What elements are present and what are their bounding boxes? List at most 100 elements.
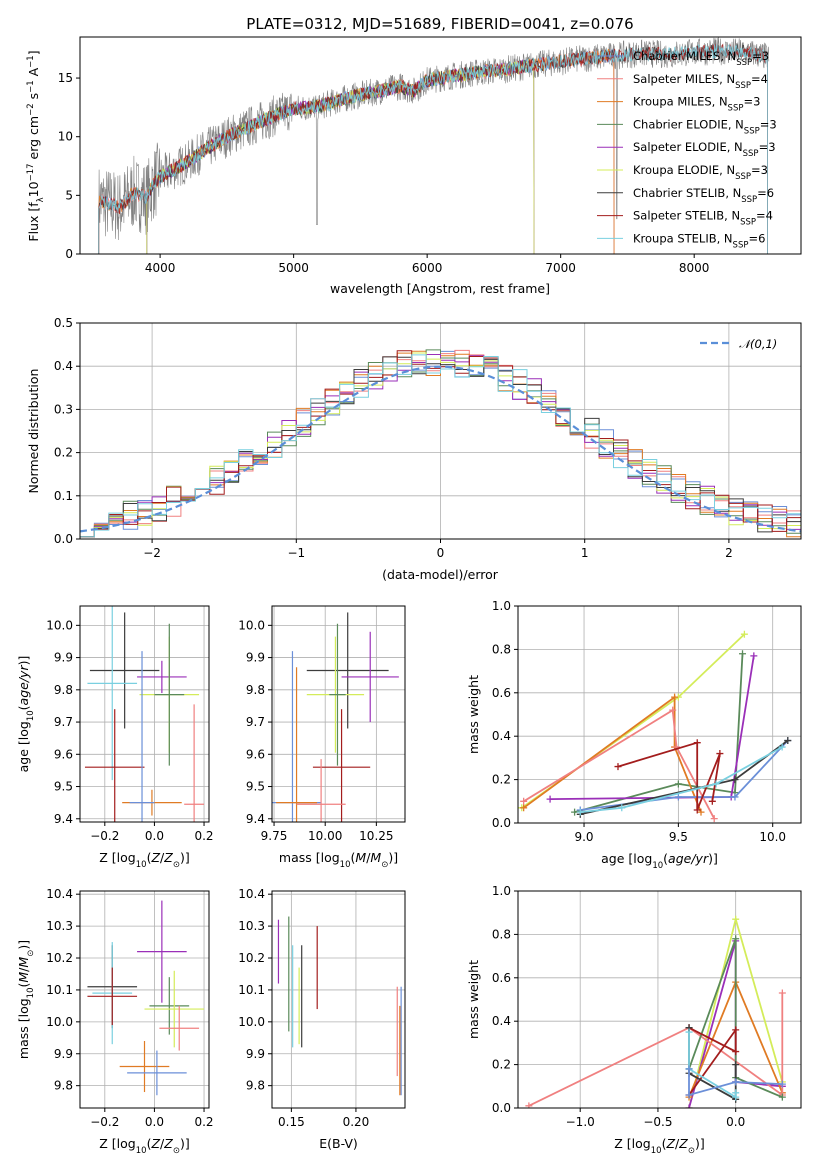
weight_vs_Z-plot <box>525 915 786 1108</box>
x-axis-label: Z [log10(Z/Z⊙)] <box>99 1136 189 1156</box>
y-tick-label: 9.6 <box>54 747 73 761</box>
weight-marker-kroupa_elodie <box>740 630 748 638</box>
mass_vs_Z-frame <box>79 890 210 1109</box>
weight-marker-salpeter_miles <box>669 706 677 714</box>
model-spectrum-chabrier_miles <box>98 48 615 254</box>
weight-marker-chabrier_miles <box>674 793 682 801</box>
y-tick-label: 10.4 <box>238 887 265 901</box>
x-tick-label: −2 <box>143 546 161 560</box>
y-tick-label: 9.4 <box>246 812 265 826</box>
weight-line-salpeter_elodie <box>550 655 755 800</box>
y-tick-label: 0.6 <box>492 686 511 700</box>
mass_vs_Z-plot <box>87 900 205 1096</box>
weight_vs_Z-frame <box>517 890 802 1109</box>
age_vs_mass-frame <box>271 605 406 823</box>
y-tick-label: 10.1 <box>238 983 265 997</box>
age_vs_Z-plot <box>84 606 205 822</box>
weight-marker-kroupa_stelib <box>618 804 626 812</box>
weight-marker-chabrier_stelib <box>784 737 792 745</box>
weight-marker-salpeter_stelib <box>716 750 724 758</box>
weight-marker-kroupa_miles <box>697 808 705 816</box>
x-tick-label: 0.15 <box>278 1115 305 1129</box>
spectrum-frame <box>79 36 802 255</box>
legend-entry-salpeter_miles: Salpeter MILES, NSSP=4 <box>633 72 768 91</box>
mass_vs_Z-axes: −0.2 0.0 0.2 9.8 9.9 10.0 10.1 10.2 10.3 10.4 Z [l… <box>16 887 214 1156</box>
weight-marker-kroupa_miles <box>671 693 679 701</box>
x-tick-label: 0.0 <box>145 829 164 843</box>
age_vs_mass-plot <box>272 612 399 822</box>
y-tick-label: 9.9 <box>54 1047 73 1061</box>
legend-gaussian: 𝒩(0,1) <box>739 337 777 351</box>
figure-title: PLATE=0312, MJD=51689, FIBERID=0041, z=0… <box>246 15 633 33</box>
weight-line-chabrier_miles <box>580 739 789 811</box>
weight-marker-chabrier_elodie <box>739 650 747 658</box>
weight-marker-kroupa_stelib <box>576 808 584 816</box>
weight-marker-salpeter_miles <box>778 989 786 997</box>
residuals-frame <box>79 322 802 540</box>
weight-line-salpeter_miles <box>528 993 784 1107</box>
x-tick-label: 0.0 <box>726 1115 745 1129</box>
x-axis-label: wavelength [Angstrom, rest frame] <box>330 281 550 296</box>
x-tick-label: −0.2 <box>90 1115 119 1129</box>
weight-marker-kroupa_elodie <box>732 915 740 923</box>
y-tick-label: 0.2 <box>492 773 511 787</box>
y-tick-label: 9.7 <box>54 715 73 729</box>
y-tick-label: 10 <box>58 130 73 144</box>
weight-marker-chabrier_elodie <box>674 780 682 788</box>
age_vs_mass-axes: 9.75 10.00 10.25 9.4 9.5 9.6 9.7 9.8 9.9 10.0 mass… <box>238 605 406 870</box>
y-tick-label: 0.2 <box>54 446 73 460</box>
y-tick-label: 0.0 <box>54 532 73 546</box>
weight-marker-chabrier_stelib <box>732 1061 740 1069</box>
weight-marker-kroupa_miles <box>520 804 528 812</box>
y-tick-label: 9.4 <box>54 812 73 826</box>
residuals-axes: −2 −1 0 1 2 0.0 0.1 0.2 0.3 0.4 0.5 𝒩(0,1) (data-mod… <box>26 316 802 582</box>
weight-marker-chabrier_miles <box>731 793 739 801</box>
model-spectrum-chabrier_stelib <box>98 44 768 254</box>
y-tick-label: 9.9 <box>246 1047 265 1061</box>
legend-entry-chabrier_elodie: Chabrier ELODIE, NSSP=3 <box>633 117 777 136</box>
weight-marker-chabrier_elodie <box>732 935 740 943</box>
y-tick-label: 15 <box>58 71 73 85</box>
x-axis-label: E(B-V) <box>319 1136 358 1151</box>
y-tick-label: 9.5 <box>54 780 73 794</box>
weight-line-salpeter_miles <box>523 708 715 820</box>
weight-marker-salpeter_stelib <box>732 1048 740 1056</box>
y-tick-label: 10.1 <box>46 983 73 997</box>
weight-marker-salpeter_elodie <box>750 652 758 660</box>
legend-entry-kroupa_miles: Kroupa MILES, NSSP=3 <box>633 95 760 114</box>
y-tick-label: 0.1 <box>54 489 73 503</box>
y-tick-label: 0.0 <box>492 816 511 830</box>
y-tick-label: 9.7 <box>246 715 265 729</box>
x-tick-label: 5000 <box>278 261 309 275</box>
y-tick-label: 9.8 <box>246 683 265 697</box>
legend-entry-kroupa_elodie: Kroupa ELODIE, NSSP=3 <box>633 163 768 182</box>
y-tick-label: 0.4 <box>492 729 511 743</box>
y-tick-label: 1.0 <box>492 599 511 613</box>
y-tick-label: 0.5 <box>54 316 73 330</box>
weight_vs_age-frame <box>517 605 802 824</box>
x-axis-label: Z [log10(Z/Z⊙)] <box>99 850 189 870</box>
x-tick-label: 0.2 <box>194 1115 213 1129</box>
x-axis-label: mass [log10(M/M⊙)] <box>279 850 398 870</box>
weight-marker-salpeter_miles <box>525 1102 533 1108</box>
x-tick-label: 9.75 <box>261 829 288 843</box>
y-tick-label: 1.0 <box>492 884 511 898</box>
weight-marker-kroupa_stelib <box>685 1028 693 1036</box>
weight-line-chabrier_stelib <box>580 739 789 816</box>
y-tick-label: 9.8 <box>54 683 73 697</box>
y-axis-label: mass [log10(M/M⊙)] <box>16 940 36 1059</box>
age_vs_Z-frame <box>79 605 210 823</box>
histogram-kroupa_stelib <box>80 354 801 538</box>
x-tick-label: 6000 <box>412 261 443 275</box>
y-tick-label: 10.3 <box>238 919 265 933</box>
weight-marker-kroupa_stelib <box>732 1089 740 1097</box>
y-tick-label: 10.2 <box>46 951 73 965</box>
x-tick-label: −1 <box>287 546 305 560</box>
mass_vs_ebv-frame <box>271 890 406 1109</box>
y-tick-label: 9.6 <box>246 747 265 761</box>
y-tick-label: 9.9 <box>54 651 73 665</box>
x-tick-label: 8000 <box>679 261 710 275</box>
model-spectrum-kroupa_miles <box>98 48 615 254</box>
weight-line-chabrier_elodie <box>688 938 783 1099</box>
weight-marker-salpeter_miles <box>710 815 718 823</box>
